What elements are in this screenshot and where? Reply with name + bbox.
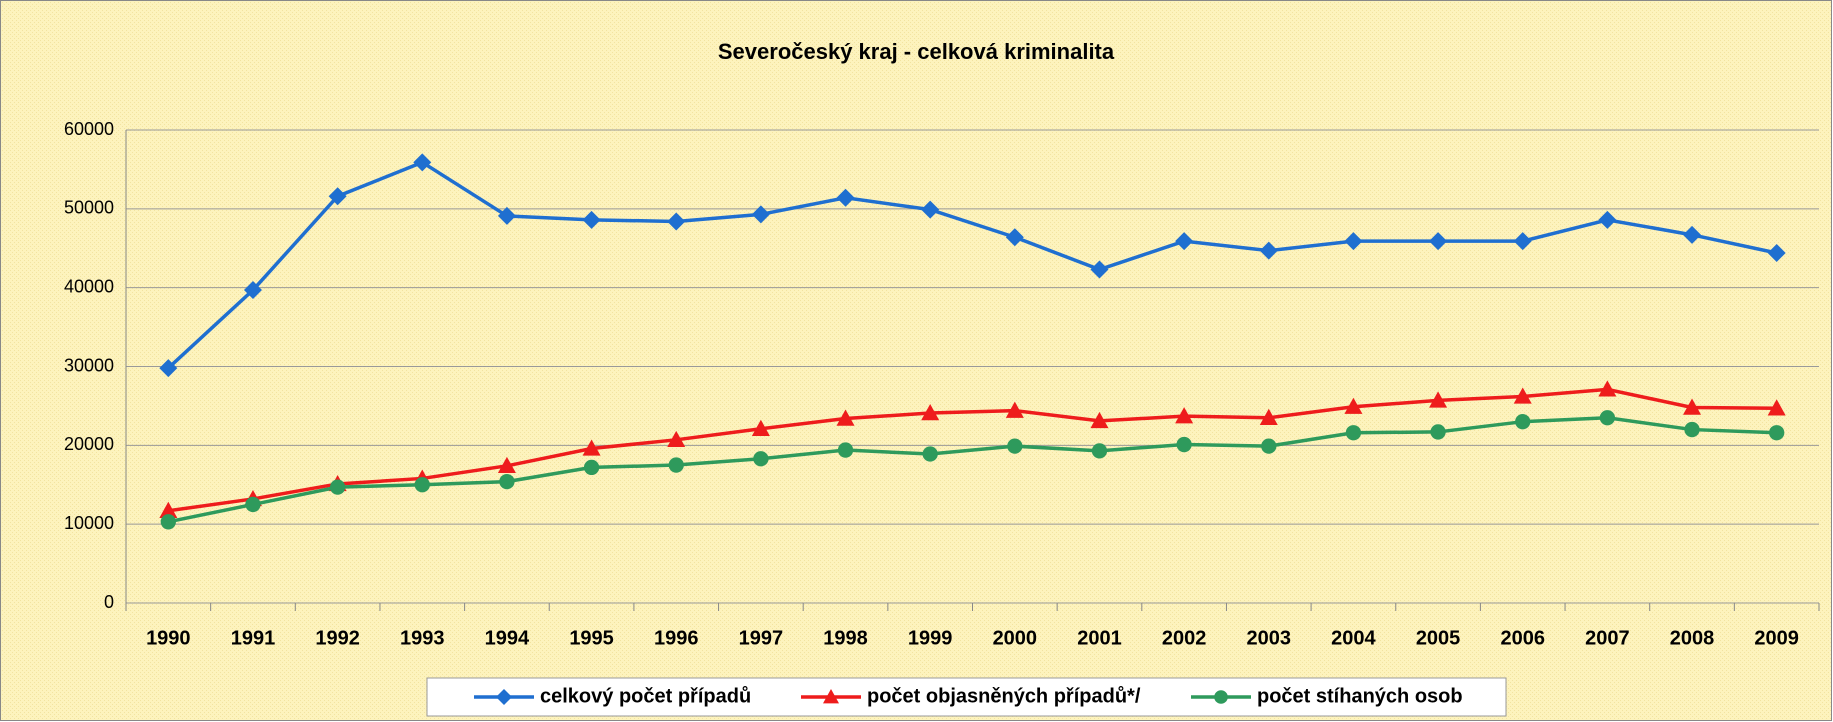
marker	[1767, 399, 1786, 416]
series-line	[167, 415, 1777, 524]
legend-label: celkový počet případů	[540, 685, 751, 707]
marker	[582, 210, 601, 229]
x-tick-label: 1995	[569, 627, 614, 649]
marker	[497, 456, 516, 474]
marker	[497, 206, 516, 225]
marker	[1091, 443, 1108, 459]
marker	[667, 430, 686, 448]
marker	[667, 212, 686, 231]
marker	[1175, 232, 1194, 251]
marker	[751, 205, 770, 224]
marker	[414, 477, 430, 493]
marker	[1429, 232, 1448, 251]
marker	[1345, 425, 1362, 441]
x-tick-label: 1999	[908, 627, 953, 649]
marker	[1005, 401, 1024, 418]
marker	[836, 409, 855, 426]
x-tick-label: 1990	[146, 627, 191, 649]
marker	[1344, 397, 1363, 414]
y-tick-label: 10000	[64, 513, 114, 533]
marker	[1598, 380, 1617, 397]
y-tick-label: 60000	[64, 119, 114, 139]
x-tick-label: 2005	[1416, 627, 1461, 649]
marker	[1429, 391, 1448, 408]
x-tick-label: 1996	[654, 627, 699, 649]
marker	[159, 359, 178, 378]
marker	[245, 496, 261, 513]
y-tick-label: 0	[104, 592, 114, 612]
marker	[668, 457, 684, 473]
y-tick-label: 40000	[64, 276, 114, 296]
marker	[823, 689, 839, 704]
marker	[1007, 438, 1023, 454]
marker	[159, 501, 178, 518]
marker	[243, 281, 262, 300]
marker	[1005, 228, 1024, 247]
marker	[413, 153, 432, 172]
marker	[1259, 408, 1278, 425]
marker	[1176, 436, 1192, 453]
marker	[1261, 438, 1277, 454]
marker	[836, 188, 855, 207]
marker	[921, 200, 940, 219]
marker	[921, 404, 940, 421]
marker	[1683, 398, 1702, 415]
legend-label: počet stíhaných osob	[1257, 685, 1463, 707]
marker	[1683, 225, 1702, 244]
marker	[837, 442, 854, 458]
marker	[328, 187, 347, 206]
marker	[582, 439, 601, 456]
x-tick-label: 1992	[315, 627, 360, 649]
marker	[1769, 425, 1785, 441]
x-tick-label: 2003	[1247, 627, 1292, 649]
marker	[1259, 241, 1278, 260]
marker	[1430, 424, 1446, 440]
chart-title: Severočeský kraj - celková kriminalita	[718, 39, 1115, 64]
series-line	[168, 387, 1777, 513]
marker	[496, 689, 512, 705]
x-tick-label: 1998	[823, 627, 868, 649]
marker	[922, 446, 938, 462]
x-tick-label: 1993	[400, 627, 445, 649]
y-tick-label: 20000	[64, 434, 114, 454]
legend	[426, 677, 1507, 717]
marker	[1090, 260, 1109, 279]
marker	[160, 514, 176, 530]
marker	[1599, 410, 1616, 426]
legend-label: počet objasněných případů*/	[867, 685, 1141, 707]
marker	[1513, 387, 1532, 404]
marker	[1344, 232, 1363, 251]
marker	[1214, 690, 1228, 704]
x-tick-label: 1997	[739, 627, 784, 649]
x-tick-label: 2002	[1162, 627, 1207, 649]
y-tick-label: 50000	[64, 198, 114, 218]
y-tick-label: 30000	[64, 355, 114, 375]
x-tick-label: 2001	[1077, 627, 1122, 649]
series-line	[167, 160, 1778, 370]
x-tick-label: 2009	[1754, 627, 1799, 649]
marker	[1515, 414, 1531, 430]
marker	[1598, 210, 1617, 229]
marker	[1767, 243, 1786, 262]
x-tick-label: 1991	[231, 627, 276, 649]
x-tick-label: 2008	[1670, 627, 1715, 649]
x-tick-label: 2007	[1585, 627, 1630, 649]
marker	[751, 419, 770, 436]
marker	[1684, 421, 1700, 438]
marker	[499, 473, 515, 490]
x-tick-label: 2004	[1331, 627, 1376, 649]
x-tick-label: 2000	[993, 627, 1038, 649]
marker	[329, 479, 346, 495]
marker	[1175, 407, 1194, 424]
marker	[1513, 232, 1532, 251]
marker	[583, 459, 600, 476]
x-tick-label: 1994	[485, 627, 530, 649]
marker	[1090, 411, 1109, 429]
x-tick-label: 2006	[1500, 627, 1545, 649]
marker	[753, 451, 769, 467]
